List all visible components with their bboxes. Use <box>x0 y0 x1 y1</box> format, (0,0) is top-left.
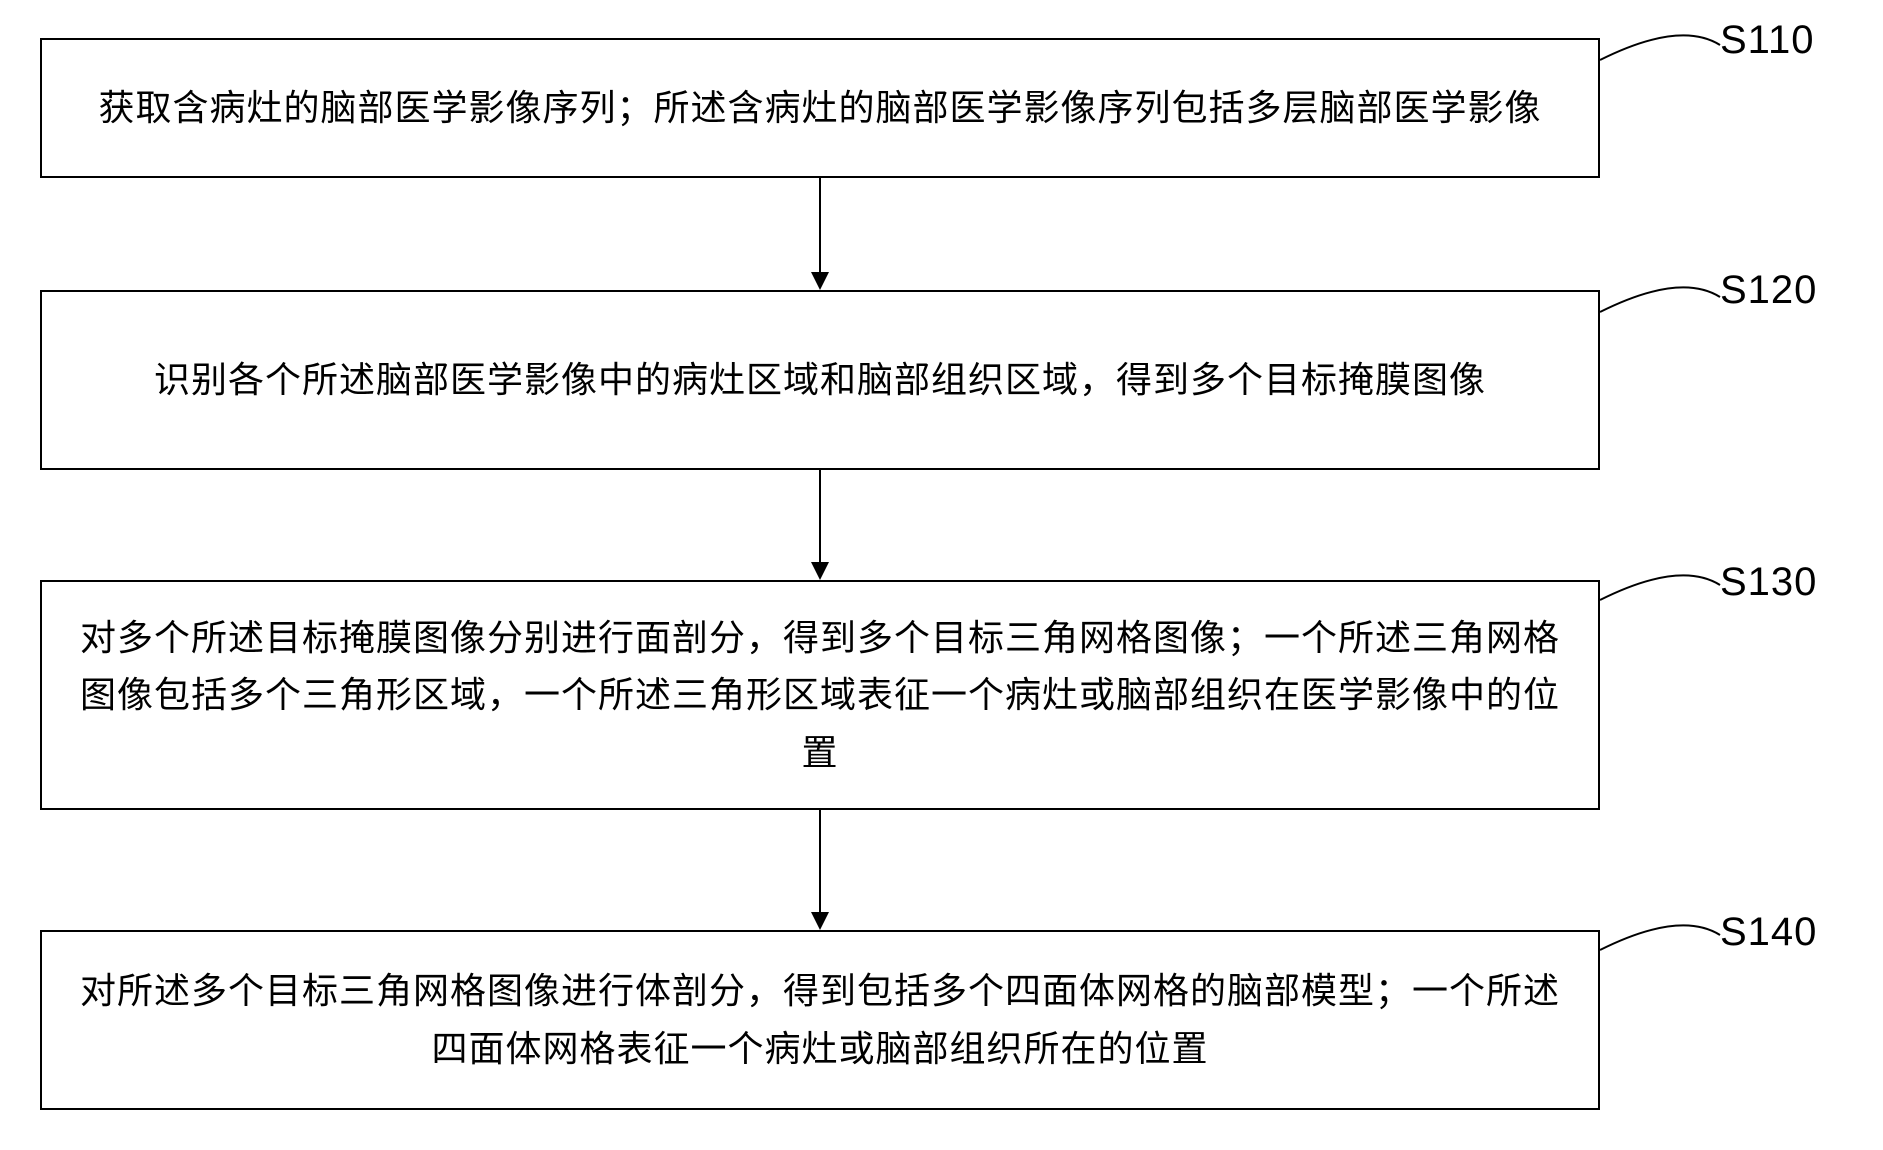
step-label-s130: S130 <box>1720 560 1817 605</box>
label-connector-s140 <box>1596 906 1724 954</box>
label-connector-s130 <box>1596 556 1724 604</box>
flow-step-s120: 识别各个所述脑部医学影像中的病灶区域和脑部组织区域，得到多个目标掩膜图像 <box>40 290 1600 470</box>
arrow-s110-s120 <box>800 178 840 290</box>
step-label-s140: S140 <box>1720 910 1817 955</box>
arrow-s120-s130 <box>800 470 840 580</box>
label-connector-s110 <box>1596 16 1724 64</box>
label-connector-s120 <box>1596 268 1724 316</box>
step-label-s120: S120 <box>1720 268 1817 313</box>
flow-step-s110: 获取含病灶的脑部医学影像序列；所述含病灶的脑部医学影像序列包括多层脑部医学影像 <box>40 38 1600 178</box>
flowchart-canvas: 获取含病灶的脑部医学影像序列；所述含病灶的脑部医学影像序列包括多层脑部医学影像 S… <box>0 0 1883 1150</box>
flow-step-s140: 对所述多个目标三角网格图像进行体剖分，得到包括多个四面体网格的脑部模型；一个所述… <box>40 930 1600 1110</box>
flow-step-text: 对所述多个目标三角网格图像进行体剖分，得到包括多个四面体网格的脑部模型；一个所述… <box>72 962 1568 1077</box>
flow-step-text: 对多个所述目标掩膜图像分别进行面剖分，得到多个目标三角网格图像；一个所述三角网格… <box>72 609 1568 782</box>
arrow-s130-s140 <box>800 810 840 930</box>
flow-step-text: 获取含病灶的脑部医学影像序列；所述含病灶的脑部医学影像序列包括多层脑部医学影像 <box>98 79 1541 137</box>
flow-step-text: 识别各个所述脑部医学影像中的病灶区域和脑部组织区域，得到多个目标掩膜图像 <box>154 351 1486 409</box>
flow-step-s130: 对多个所述目标掩膜图像分别进行面剖分，得到多个目标三角网格图像；一个所述三角网格… <box>40 580 1600 810</box>
step-label-s110: S110 <box>1720 18 1814 63</box>
